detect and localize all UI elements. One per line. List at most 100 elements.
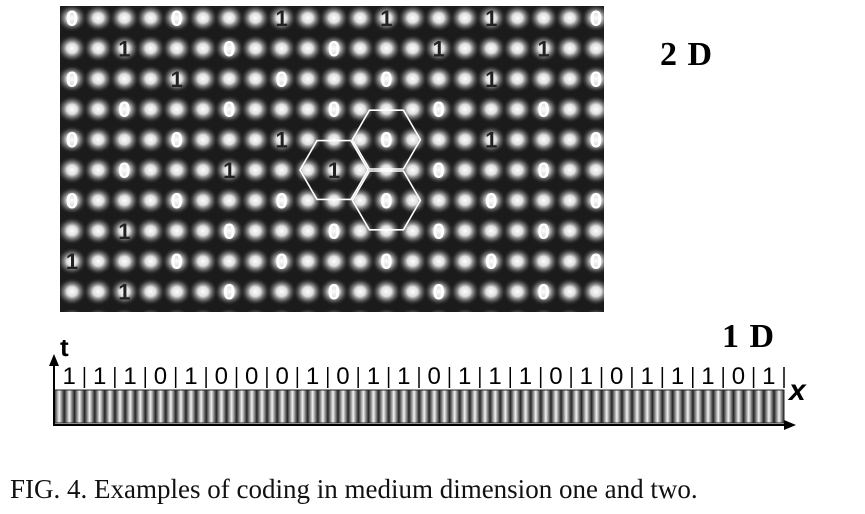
band-stripe [560, 390, 572, 423]
band-stripe [702, 390, 714, 423]
medium-spot [319, 95, 349, 124]
medium-spot [502, 34, 533, 63]
sequence-digit: 1 [671, 363, 684, 390]
medium-spot [371, 6, 402, 32]
sequence-digit: 1 [580, 363, 593, 390]
lattice-digit: 1 [328, 158, 340, 183]
medium-spot [292, 247, 323, 276]
medium-spot [83, 6, 114, 32]
band-stripe [145, 390, 156, 423]
band-stripe [348, 390, 359, 423]
band-stripe [358, 390, 369, 423]
medium-spot [218, 308, 240, 312]
lattice-digit: 0 [433, 158, 445, 183]
medium-spot [60, 64, 87, 93]
medium-spot [60, 186, 87, 215]
medium-spot [450, 156, 480, 184]
medium-spot [476, 156, 507, 184]
lattice-digit: 1 [66, 249, 78, 274]
medium-spot [240, 156, 271, 184]
medium-spot [397, 277, 428, 306]
band-stripe [571, 390, 582, 423]
medium-spot [109, 216, 140, 245]
band-stripe [114, 390, 126, 423]
medium-spot [502, 125, 533, 154]
medium-spot [554, 277, 585, 306]
medium-spot [135, 247, 166, 276]
lattice-digit: 0 [275, 249, 287, 274]
medium-spot [292, 156, 323, 184]
medium-spot [135, 156, 166, 184]
medium-spot [397, 186, 428, 215]
band-stripe [388, 390, 400, 423]
medium-spot [292, 64, 323, 93]
band-stripe [439, 390, 450, 423]
medium-spot [109, 64, 140, 93]
medium-spot [214, 95, 245, 124]
band-stripe [429, 390, 440, 423]
medium-spot [188, 64, 218, 93]
lattice-digit: 0 [328, 280, 340, 305]
medium-spot [528, 186, 559, 215]
medium-spot [135, 95, 166, 124]
medium-spot [502, 64, 533, 93]
band-stripe [631, 390, 643, 423]
medium-spot [528, 125, 559, 154]
t-axis-arrow-icon [49, 354, 59, 366]
lattice-digit: 0 [485, 249, 497, 274]
band-stripe [581, 390, 592, 423]
medium-spot [192, 308, 214, 312]
medium-spot [581, 277, 604, 306]
band-stripe [124, 390, 136, 423]
medium-spot [292, 277, 323, 306]
hex-cell-outline [351, 170, 422, 231]
medium-spot [214, 186, 245, 215]
sequence-digit: 0 [549, 363, 562, 390]
medium-spot [428, 308, 450, 312]
medium-spot [397, 247, 428, 276]
band-stripe [419, 390, 430, 423]
band-stripe [743, 390, 754, 423]
medium-spot [319, 186, 349, 215]
medium-spot [188, 156, 218, 184]
sequence-digit: 0 [732, 363, 745, 390]
medium-spot [450, 95, 480, 124]
medium-spot [188, 125, 218, 154]
medium-spot [345, 125, 376, 154]
band-stripe [489, 390, 501, 423]
medium-spot [581, 216, 604, 245]
medium-spot [502, 6, 533, 32]
medium-spot [83, 64, 114, 93]
medium-spot [397, 95, 428, 124]
lattice-digit: 1 [485, 128, 497, 153]
hex-cell-outline [351, 109, 422, 170]
medium-spot [188, 95, 218, 124]
medium-spot [60, 216, 87, 245]
sequence-digit: 1 [762, 363, 775, 390]
lattice-digit: 0 [275, 188, 287, 213]
lattice-digit: 0 [171, 128, 183, 153]
medium-spot [135, 216, 166, 245]
lattice-digit: 1 [380, 6, 392, 31]
medium-spot [292, 95, 323, 124]
medium-spot [297, 308, 319, 312]
sequence-digit: 0 [428, 363, 441, 390]
lattice-digit: 0 [275, 67, 287, 92]
band-stripe [155, 390, 166, 423]
medium-spot [188, 247, 218, 276]
medium-spot [240, 125, 271, 154]
medium-spot [109, 34, 140, 63]
lattice-digit: 1 [118, 36, 130, 61]
sequence-digit: 0 [215, 363, 228, 390]
medium-spot [371, 64, 402, 93]
medium-spot [83, 216, 114, 245]
medium-spot [135, 34, 166, 63]
band-stripe [723, 390, 734, 423]
lattice-digit: 1 [223, 158, 235, 183]
lattice-digit: 0 [590, 188, 602, 213]
sequence-digit: 1 [458, 363, 471, 390]
band-stripe [94, 390, 105, 423]
medium-spot [554, 247, 585, 276]
lattice-digit: 1 [275, 6, 287, 31]
medium-spot [506, 308, 528, 312]
